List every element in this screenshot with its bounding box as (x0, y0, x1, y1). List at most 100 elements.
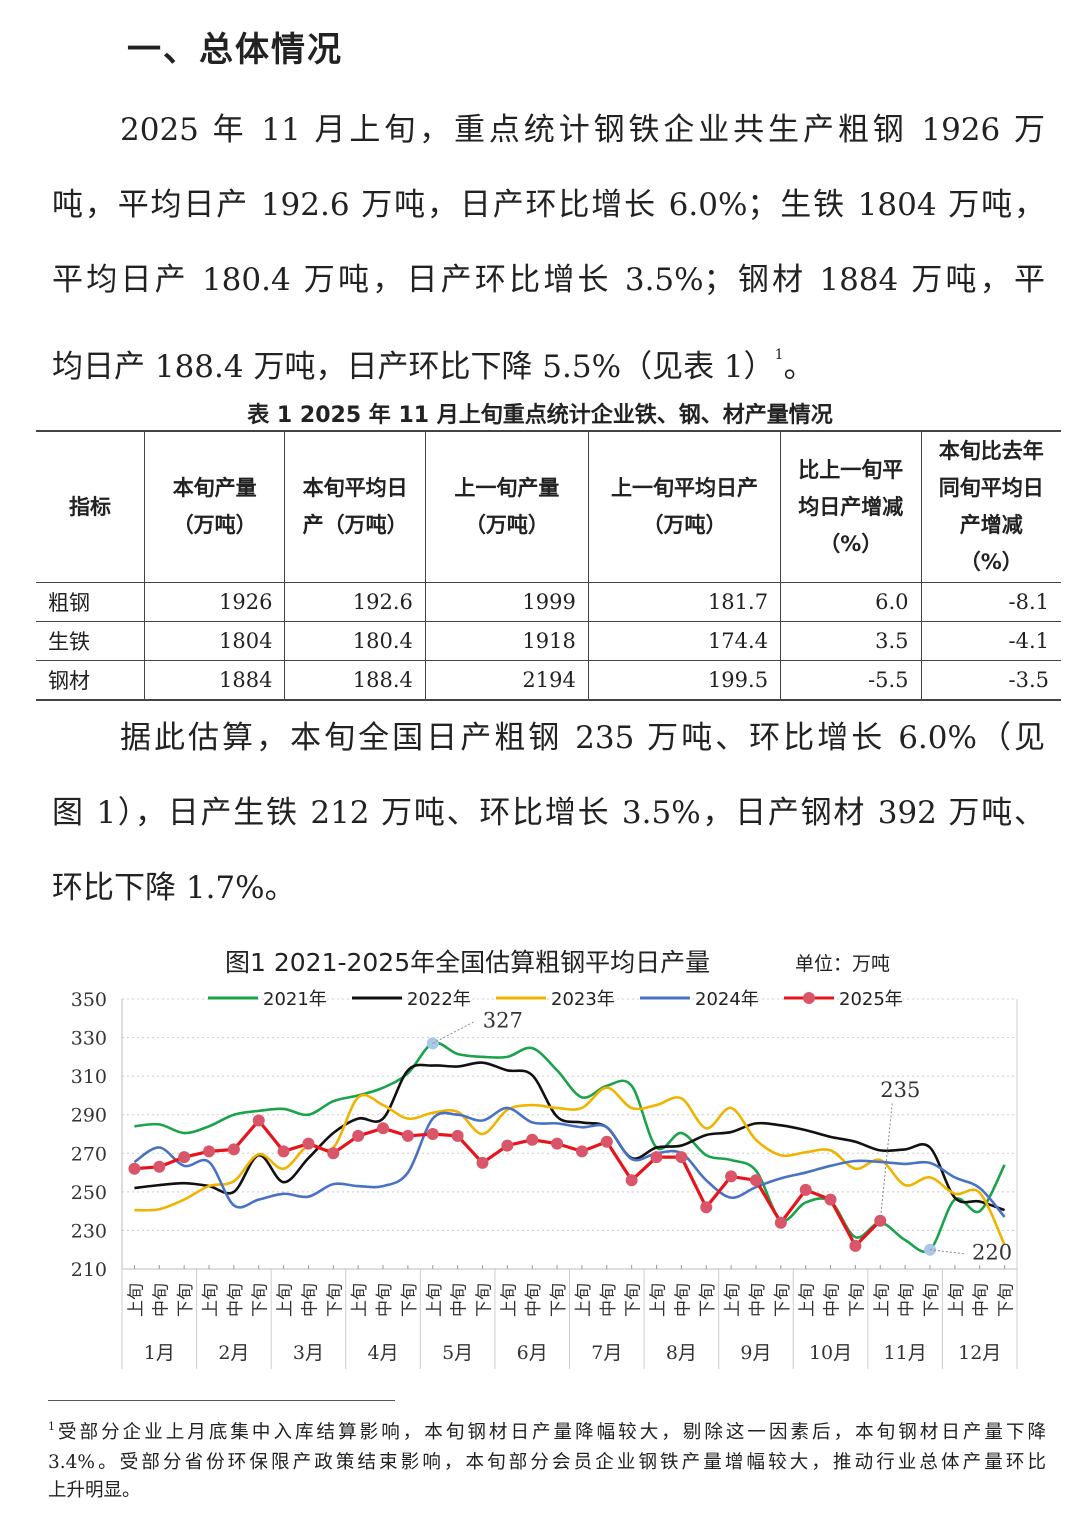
data-point (700, 1201, 713, 1214)
table-cell: -8.1 (920, 582, 1061, 622)
chart-title: 图1 2021-2025年全国估算粗钢平均日产量 (225, 948, 711, 977)
month-label: 2月 (218, 1342, 249, 1364)
x-tick-label: 上旬 (499, 1283, 519, 1317)
x-tick-label: 中旬 (897, 1283, 917, 1317)
x-tick-label: 上旬 (947, 1283, 967, 1317)
footnote-line: 1受部分企业上月底集中入库结算影响，本旬钢材日产量降幅较大，剔除这一因素后，本旬… (48, 1418, 1046, 1444)
table-cell: 6.0 (780, 582, 922, 622)
month-label: 6月 (517, 1342, 548, 1364)
data-point (501, 1139, 514, 1152)
data-point (725, 1170, 738, 1183)
month-label: 9月 (740, 1342, 771, 1364)
month-label: 8月 (666, 1342, 697, 1364)
table-cell: 1884 (143, 660, 286, 701)
series-line-2021年 (134, 1041, 1006, 1253)
x-tick-label: 中旬 (748, 1283, 768, 1317)
header-cell: 本旬平均日产（万吨） (284, 431, 426, 583)
data-point (426, 1128, 439, 1140)
data-point (128, 1162, 141, 1175)
month-label: 12月 (958, 1342, 1001, 1364)
x-tick-label: 中旬 (673, 1283, 693, 1317)
table-cell: 174.4 (587, 621, 782, 661)
x-tick-label: 下旬 (251, 1283, 271, 1317)
month-label: 10月 (809, 1342, 852, 1364)
x-tick-label: 下旬 (325, 1283, 345, 1317)
legend-marker (803, 992, 815, 1004)
section-title: 一、总体情况 (127, 30, 343, 70)
legend-label: 2022年 (407, 989, 471, 1010)
paragraph-line: 环比下降 1.7%。 (52, 870, 296, 906)
x-tick-label: 中旬 (151, 1283, 171, 1317)
data-point (600, 1135, 613, 1148)
legend-label: 2024年 (695, 989, 759, 1010)
x-tick-label: 上旬 (872, 1283, 892, 1317)
y-tick-label: 250 (71, 1182, 107, 1204)
month-label: 3月 (293, 1342, 324, 1364)
data-point (203, 1145, 216, 1158)
data-point (526, 1133, 539, 1146)
table-cell: 199.5 (587, 660, 782, 701)
data-point (277, 1145, 290, 1158)
x-tick-label: 上旬 (649, 1283, 669, 1317)
x-tick-label: 下旬 (400, 1283, 420, 1317)
month-label: 11月 (884, 1342, 927, 1364)
y-tick-label: 210 (71, 1259, 107, 1281)
footnote-ref[interactable]: 1 (774, 347, 784, 363)
paragraph-end: 。 (783, 349, 815, 385)
y-tick-label: 350 (71, 989, 107, 1011)
x-tick-label: 下旬 (997, 1283, 1017, 1317)
paragraph-line: 据此估算，本旬全国日产粗钢 235 万吨、环比增长 6.0%（见 (120, 720, 1045, 756)
data-point (377, 1122, 390, 1135)
x-tick-label: 中旬 (524, 1283, 544, 1317)
header-cell: 上一旬产量（万吨） (424, 431, 589, 583)
month-label: 7月 (591, 1342, 622, 1364)
production-table: 指标 本旬产量（万吨） 本旬平均日产（万吨） 上一旬产量（万吨） 上一旬平均日产… (36, 430, 1061, 701)
data-point (476, 1156, 489, 1169)
x-tick-label: 上旬 (350, 1283, 370, 1317)
series-line-2022年 (134, 1061, 1006, 1212)
table-caption: 表 1 2025 年 11 月上旬重点统计企业铁、钢、材产量情况 (247, 403, 833, 428)
y-tick-label: 330 (71, 1028, 107, 1050)
data-point (227, 1143, 240, 1156)
month-label: 1月 (144, 1342, 175, 1364)
table-row: 粗钢 1926 192.6 1999 181.7 6.0 -8.1 (36, 582, 1061, 622)
table-cell: -3.5 (920, 660, 1061, 701)
data-point (824, 1193, 837, 1206)
table-cell: 188.4 (284, 660, 426, 701)
data-point (749, 1174, 762, 1187)
paragraph-line: 2025 年 11 月上旬，重点统计钢铁企业共生产粗钢 1926 万 (120, 112, 1045, 148)
x-tick-label: 上旬 (276, 1283, 296, 1317)
x-tick-label: 上旬 (574, 1283, 594, 1317)
y-tick-label: 290 (71, 1105, 107, 1127)
table-cell: 2194 (424, 660, 589, 701)
row-label: 生铁 (36, 621, 145, 661)
data-point (302, 1137, 315, 1150)
legend-label: 2023年 (551, 989, 615, 1010)
y-tick-label: 310 (71, 1066, 107, 1088)
header-cell: 上一旬平均日产（万吨） (587, 431, 782, 583)
table-cell: 1804 (143, 621, 286, 661)
y-tick-label: 230 (71, 1220, 107, 1242)
data-point (327, 1147, 340, 1160)
table-cell: 181.7 (587, 582, 782, 622)
data-point (178, 1151, 191, 1164)
annotation-label: 327 (483, 1008, 523, 1032)
annotation-leader (432, 1020, 475, 1044)
data-point (575, 1145, 588, 1158)
header-cell: 本旬比去年同旬平均日产增减（%） (920, 431, 1061, 583)
table-row: 钢材 1884 188.4 2194 199.5 -5.5 -3.5 (36, 660, 1061, 701)
annotated-point (426, 1037, 439, 1050)
annotation-label: 220 (972, 1241, 1012, 1265)
x-tick-label: 中旬 (375, 1283, 395, 1317)
x-tick-label: 中旬 (972, 1283, 992, 1317)
header-cell: 比上一旬平均日产增减（%） (780, 431, 922, 583)
legend-label: 2021年 (263, 989, 327, 1010)
table-cell: 3.5 (780, 621, 922, 661)
x-tick-label: 中旬 (300, 1283, 320, 1317)
x-tick-label: 中旬 (823, 1283, 843, 1317)
footnote-line: 上升明显。 (48, 1480, 141, 1501)
table-header-row: 指标 本旬产量（万吨） 本旬平均日产（万吨） 上一旬产量（万吨） 上一旬平均日产… (36, 431, 1061, 583)
month-label: 4月 (367, 1342, 398, 1364)
annotation-leader (929, 1249, 965, 1255)
